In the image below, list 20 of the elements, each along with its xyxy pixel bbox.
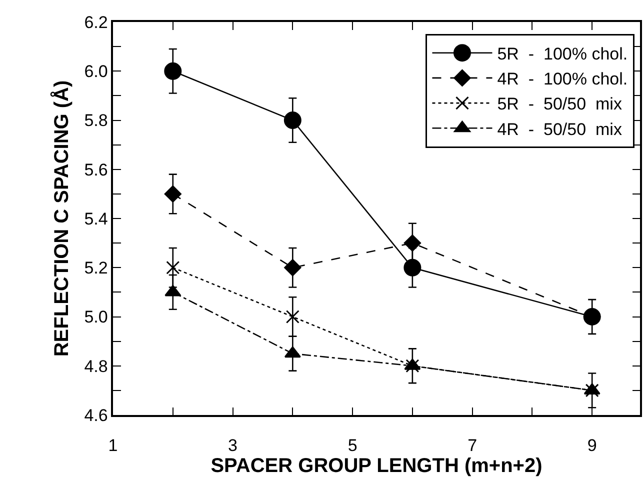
y-tick-label: 5.6 — [84, 160, 108, 180]
x-axis-title: SPACER GROUP LENGTH (m+n+2) — [210, 455, 542, 478]
y-tick-label: 5.4 — [84, 209, 108, 228]
y-tick-label: 4.6 — [84, 406, 108, 425]
x-tick-label: 5 — [348, 436, 358, 456]
legend-label: 4R - 50/50 mix — [497, 120, 622, 139]
legend-label: 5R - 100% chol. — [497, 44, 628, 64]
y-tick-label: 5.2 — [84, 258, 108, 278]
y-tick-label: 5.8 — [84, 111, 108, 130]
y-tick-label: 6.2 — [84, 12, 108, 32]
x-tick-label: 3 — [228, 436, 238, 456]
text: 5.0 — [84, 308, 108, 327]
x-tick-label: 1 — [108, 436, 118, 456]
y-axis-title: REFLECTION C SPACING (Å) — [50, 80, 74, 357]
x-tick-label: 9 — [587, 436, 597, 456]
legend-label: 4R - 100% chol. — [497, 70, 628, 89]
y-tick-label: 4.8 — [84, 356, 108, 376]
text: 6.0 — [84, 62, 108, 82]
legend-label: 5R - 50/50 mix — [497, 94, 622, 114]
x-tick-label: 7 — [468, 436, 478, 456]
